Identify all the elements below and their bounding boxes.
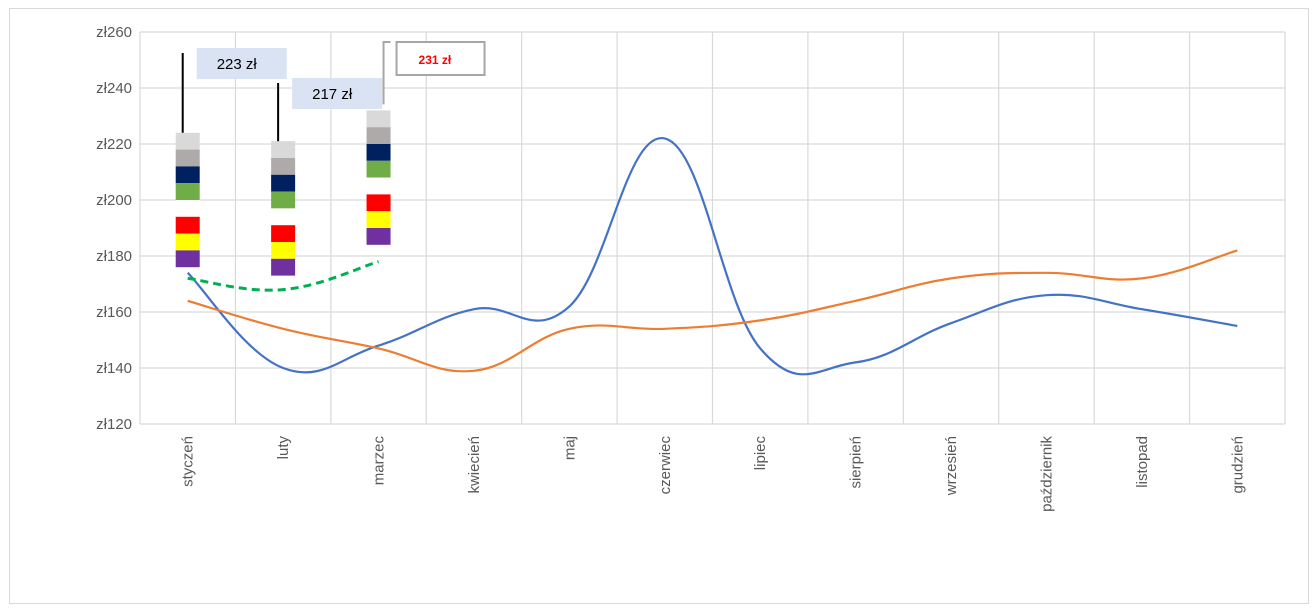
- stack-segment: [366, 160, 391, 178]
- data-callout-box: [395, 41, 486, 76]
- x-tick-label: czerwiec: [657, 436, 674, 495]
- data-callout-label: 231 zł: [419, 53, 452, 67]
- data-callout-label: 217 zł: [312, 86, 353, 103]
- stack-segment: [366, 127, 391, 144]
- x-tick-label: listopad: [1134, 436, 1151, 488]
- y-tick-label: zł160: [96, 304, 132, 321]
- x-tick-label: sierpień: [848, 436, 865, 489]
- data-callout-box: [196, 48, 287, 79]
- y-tick-label: zł180: [96, 248, 132, 265]
- stack-segment: [175, 166, 200, 184]
- stack-segment: [175, 149, 200, 167]
- stack-segment: [271, 174, 296, 192]
- stack-segment: [366, 228, 391, 245]
- x-tick-label: marzec: [371, 436, 388, 486]
- y-tick-label: zł200: [96, 192, 132, 209]
- y-tick-label: zł240: [96, 80, 132, 97]
- x-tick-label: październik: [1038, 436, 1055, 512]
- stacked-markers: 223 zł 217 zł 231 zł: [175, 41, 486, 276]
- stack-segment: [175, 200, 200, 217]
- x-tick-label: maj: [561, 436, 578, 460]
- stack-segment: [366, 194, 391, 212]
- data-callout-label: 223 zł: [217, 56, 258, 73]
- x-tick-label: grudzień: [1229, 436, 1246, 494]
- stack-segment: [175, 132, 200, 150]
- x-tick-label: wrzesień: [943, 436, 960, 496]
- y-tick-label: zł120: [96, 416, 132, 433]
- y-axis: zł120 zł140 zł160 zł180 zł200 zł220 zł240 zł260: [96, 24, 132, 433]
- y-tick-label: zł220: [96, 136, 132, 153]
- stack-segment: [271, 191, 296, 209]
- x-tick-label: luty: [275, 436, 292, 460]
- x-axis: styczeń luty marzec kwiecień maj czerwiec lipi…: [180, 436, 1247, 512]
- line-chart: zł120 zł140 zł160 zł180 zł200 zł220 zł240 zł260…: [96, 24, 1286, 512]
- stack-segment: [175, 250, 200, 268]
- series-lines: [186, 137, 1238, 376]
- y-tick-label: zł260: [96, 24, 132, 41]
- series-line-2: [187, 260, 379, 292]
- stack-segment: [366, 144, 391, 161]
- stack-segment: [175, 233, 200, 251]
- stack-segment: [271, 258, 296, 276]
- stack-segment: [175, 216, 200, 234]
- data-callout-box: [292, 78, 383, 109]
- stack-segment: [271, 141, 296, 158]
- stack-segment: [271, 208, 296, 226]
- stack-segment: [271, 225, 296, 242]
- stack-segment: [366, 211, 391, 228]
- stack-segment: [271, 158, 296, 175]
- series-line-1: [187, 249, 1238, 373]
- leader-line: [382, 41, 391, 105]
- x-tick-label: styczeń: [180, 436, 197, 487]
- stack-segment: [175, 183, 200, 200]
- chart-area: zł120 zł140 zł160 zł180 zł200 zł220 zł240 zł260…: [9, 8, 1309, 604]
- x-tick-label: kwiecień: [466, 436, 483, 494]
- stack-segment: [271, 242, 296, 259]
- x-tick-label: lipiec: [752, 436, 769, 471]
- stack-segment: [366, 177, 391, 195]
- y-tick-label: zł140: [96, 360, 132, 377]
- stack-segment: [366, 110, 391, 128]
